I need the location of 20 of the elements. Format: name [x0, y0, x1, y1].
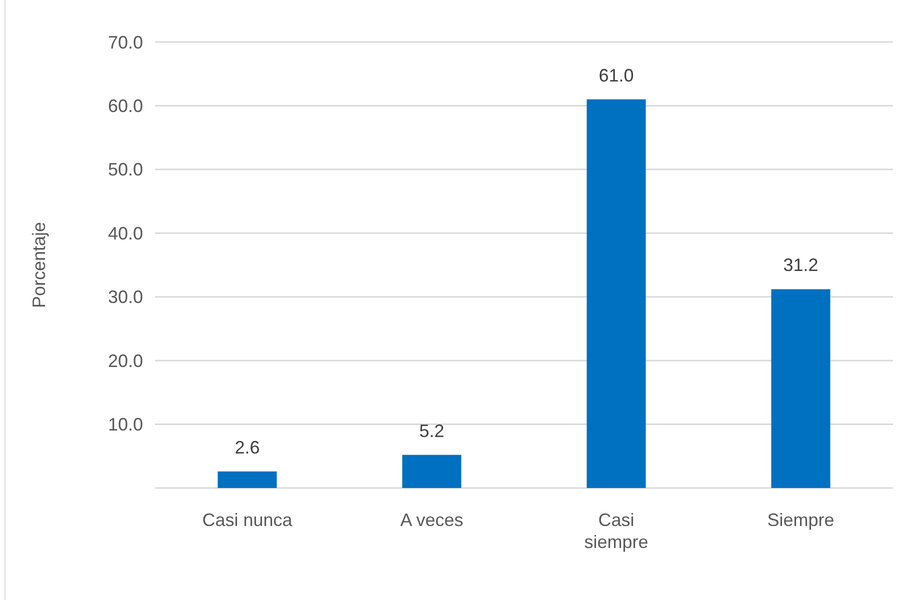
bar	[218, 471, 277, 488]
y-axis-title: Porcentaje	[29, 222, 49, 308]
x-tick-label: A veces	[400, 510, 464, 530]
bar	[402, 454, 462, 488]
data-label: 61.0	[598, 65, 634, 86]
y-tick-label: 20.0	[108, 350, 143, 371]
y-tick-label: 50.0	[108, 160, 143, 180]
y-tick-label: 70.0	[108, 32, 143, 52]
x-tick-label: Siempre	[767, 510, 834, 530]
x-tick-label: Casi siempre	[584, 510, 648, 552]
data-label: 5.2	[419, 420, 444, 441]
bar	[771, 289, 830, 488]
x-tick-label: Casi nunca	[202, 510, 294, 530]
y-tick-label: 40.0	[108, 223, 143, 244]
data-label: 31.2	[783, 255, 818, 276]
data-label: 2.6	[234, 437, 260, 458]
y-tick-label: 30.0	[108, 287, 143, 308]
y-tick-label: 10.0	[108, 414, 143, 435]
bar	[586, 99, 646, 488]
y-tick-label: 60.0	[108, 96, 143, 116]
